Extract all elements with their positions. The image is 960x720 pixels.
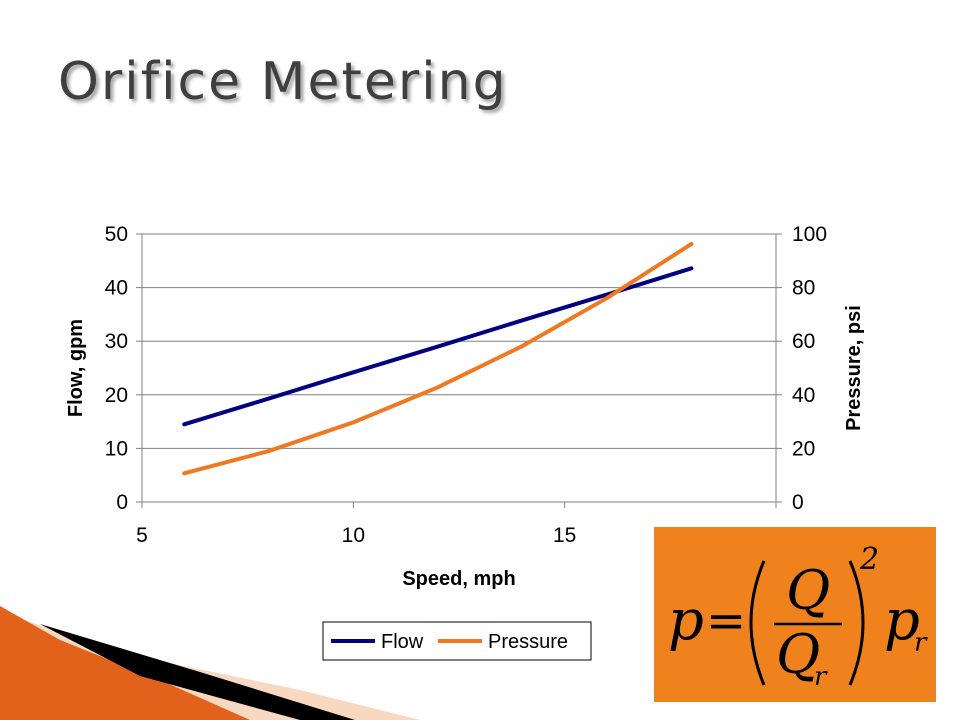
- eq-trailing: p: [884, 588, 920, 653]
- y2-tick-label: 80: [792, 277, 815, 300]
- x-tick-label: 5: [136, 524, 148, 547]
- x-tick-label: 10: [342, 524, 365, 547]
- eq-equals: =: [706, 593, 746, 649]
- y2-tick-label: 0: [792, 491, 804, 514]
- eq-left-paren: [749, 560, 766, 686]
- eq-exponent: 2: [859, 542, 879, 577]
- eq-numerator: Q: [786, 559, 830, 622]
- y-tick-label: 50: [105, 223, 128, 246]
- grid-layer: [142, 233, 776, 503]
- eq-trailing-sub: r: [914, 628, 928, 658]
- y-tick-label: 20: [105, 384, 128, 407]
- y2-tick-label: 60: [792, 330, 815, 353]
- y-axis-title: Flow, gpm: [65, 319, 87, 417]
- y-tick-label: 40: [105, 277, 128, 300]
- legend-label-pressure: Pressure: [488, 631, 568, 653]
- eq-lhs: p: [668, 588, 704, 653]
- equation-formula: p = Q Q r 2 p r: [668, 542, 928, 692]
- plot-area: [141, 233, 777, 503]
- x-tick-label: 15: [553, 524, 576, 547]
- slide-title: Orifice Metering: [58, 52, 508, 112]
- legend: Flow Pressure: [322, 621, 592, 661]
- y2-tick-label: 100: [792, 223, 827, 246]
- y2-tick-label: 20: [792, 437, 815, 460]
- y-tick-label: 10: [105, 437, 128, 460]
- series-line-pressure: [182, 241, 694, 476]
- y-tick-label: 0: [116, 491, 128, 514]
- eq-right-paren: [848, 560, 865, 686]
- axis-layer: 010203040500204060801005101520: [105, 223, 827, 547]
- series-line-flow: [182, 266, 694, 427]
- swoosh-dark: [40, 624, 355, 720]
- eq-denominator: Q: [776, 623, 820, 686]
- eq-denominator-sub: r: [814, 662, 828, 692]
- y2-axis-title: Pressure, psi: [843, 305, 865, 431]
- series-layer: [182, 241, 694, 476]
- y-tick-label: 30: [105, 330, 128, 353]
- equation-box: p = Q Q r 2 p r: [654, 527, 936, 702]
- x-axis-title: Speed, mph: [402, 568, 515, 590]
- swoosh-orange: [0, 606, 250, 720]
- legend-label-flow: Flow: [381, 631, 424, 653]
- y2-tick-label: 40: [792, 384, 815, 407]
